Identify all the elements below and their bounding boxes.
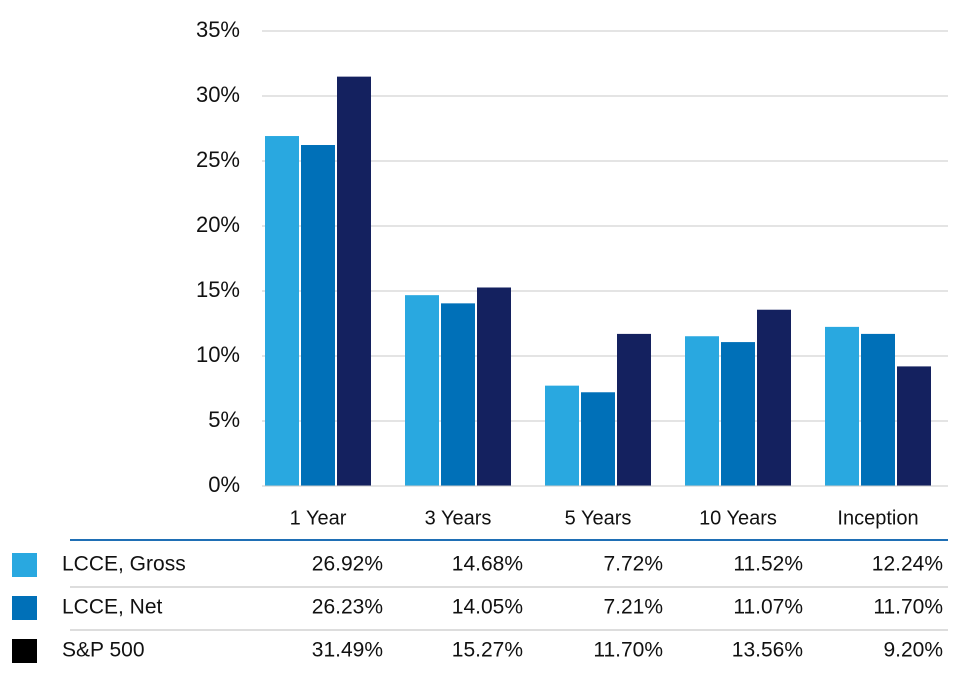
bar [545,385,579,486]
table-value: 14.68% [452,553,523,576]
bar [265,136,299,487]
bar [825,326,859,486]
legend-label: S&P 500 [62,639,145,662]
x-tick-label: 3 Years [425,507,492,529]
x-tick-label: 1 Year [290,507,347,529]
bar [405,295,439,486]
table-value: 11.70% [593,639,663,662]
table-value: 11.70% [873,596,943,619]
bar [477,287,511,486]
x-tick-label: 10 Years [699,507,777,529]
bar [441,303,475,486]
y-tick-label: 5% [208,407,240,432]
table-value: 31.49% [312,639,383,662]
legend-label: LCCE, Gross [62,553,186,576]
table-value: 15.27% [452,639,523,662]
bar [617,333,651,486]
x-tick-label: 5 Years [565,507,632,529]
y-tick-label: 15% [196,277,240,302]
y-tick-label: 0% [208,472,240,497]
y-tick-label: 25% [196,147,240,172]
bar [581,392,615,486]
bar [757,309,791,486]
legend-swatch [12,553,37,577]
legend-swatch [12,639,37,663]
table-value: 11.52% [733,553,803,576]
table-value: 13.56% [732,639,803,662]
bar [721,342,755,486]
bar [301,145,335,486]
table-value: 9.20% [883,639,943,662]
bar [861,333,895,486]
bar [897,366,931,486]
bar [337,76,371,486]
x-tick-label: Inception [837,507,918,529]
bar [685,336,719,486]
y-tick-label: 30% [196,82,240,107]
legend-label: LCCE, Net [62,596,163,619]
table-value: 26.92% [312,553,383,576]
y-tick-label: 20% [196,212,240,237]
table-value: 26.23% [312,596,383,619]
table-value: 7.72% [603,553,663,576]
legend-swatch [12,596,37,620]
table-value: 11.07% [733,596,803,619]
table-value: 7.21% [603,596,663,619]
table-value: 12.24% [872,553,943,576]
table-value: 14.05% [452,596,523,619]
y-tick-label: 35% [196,17,240,42]
y-tick-label: 10% [196,342,240,367]
